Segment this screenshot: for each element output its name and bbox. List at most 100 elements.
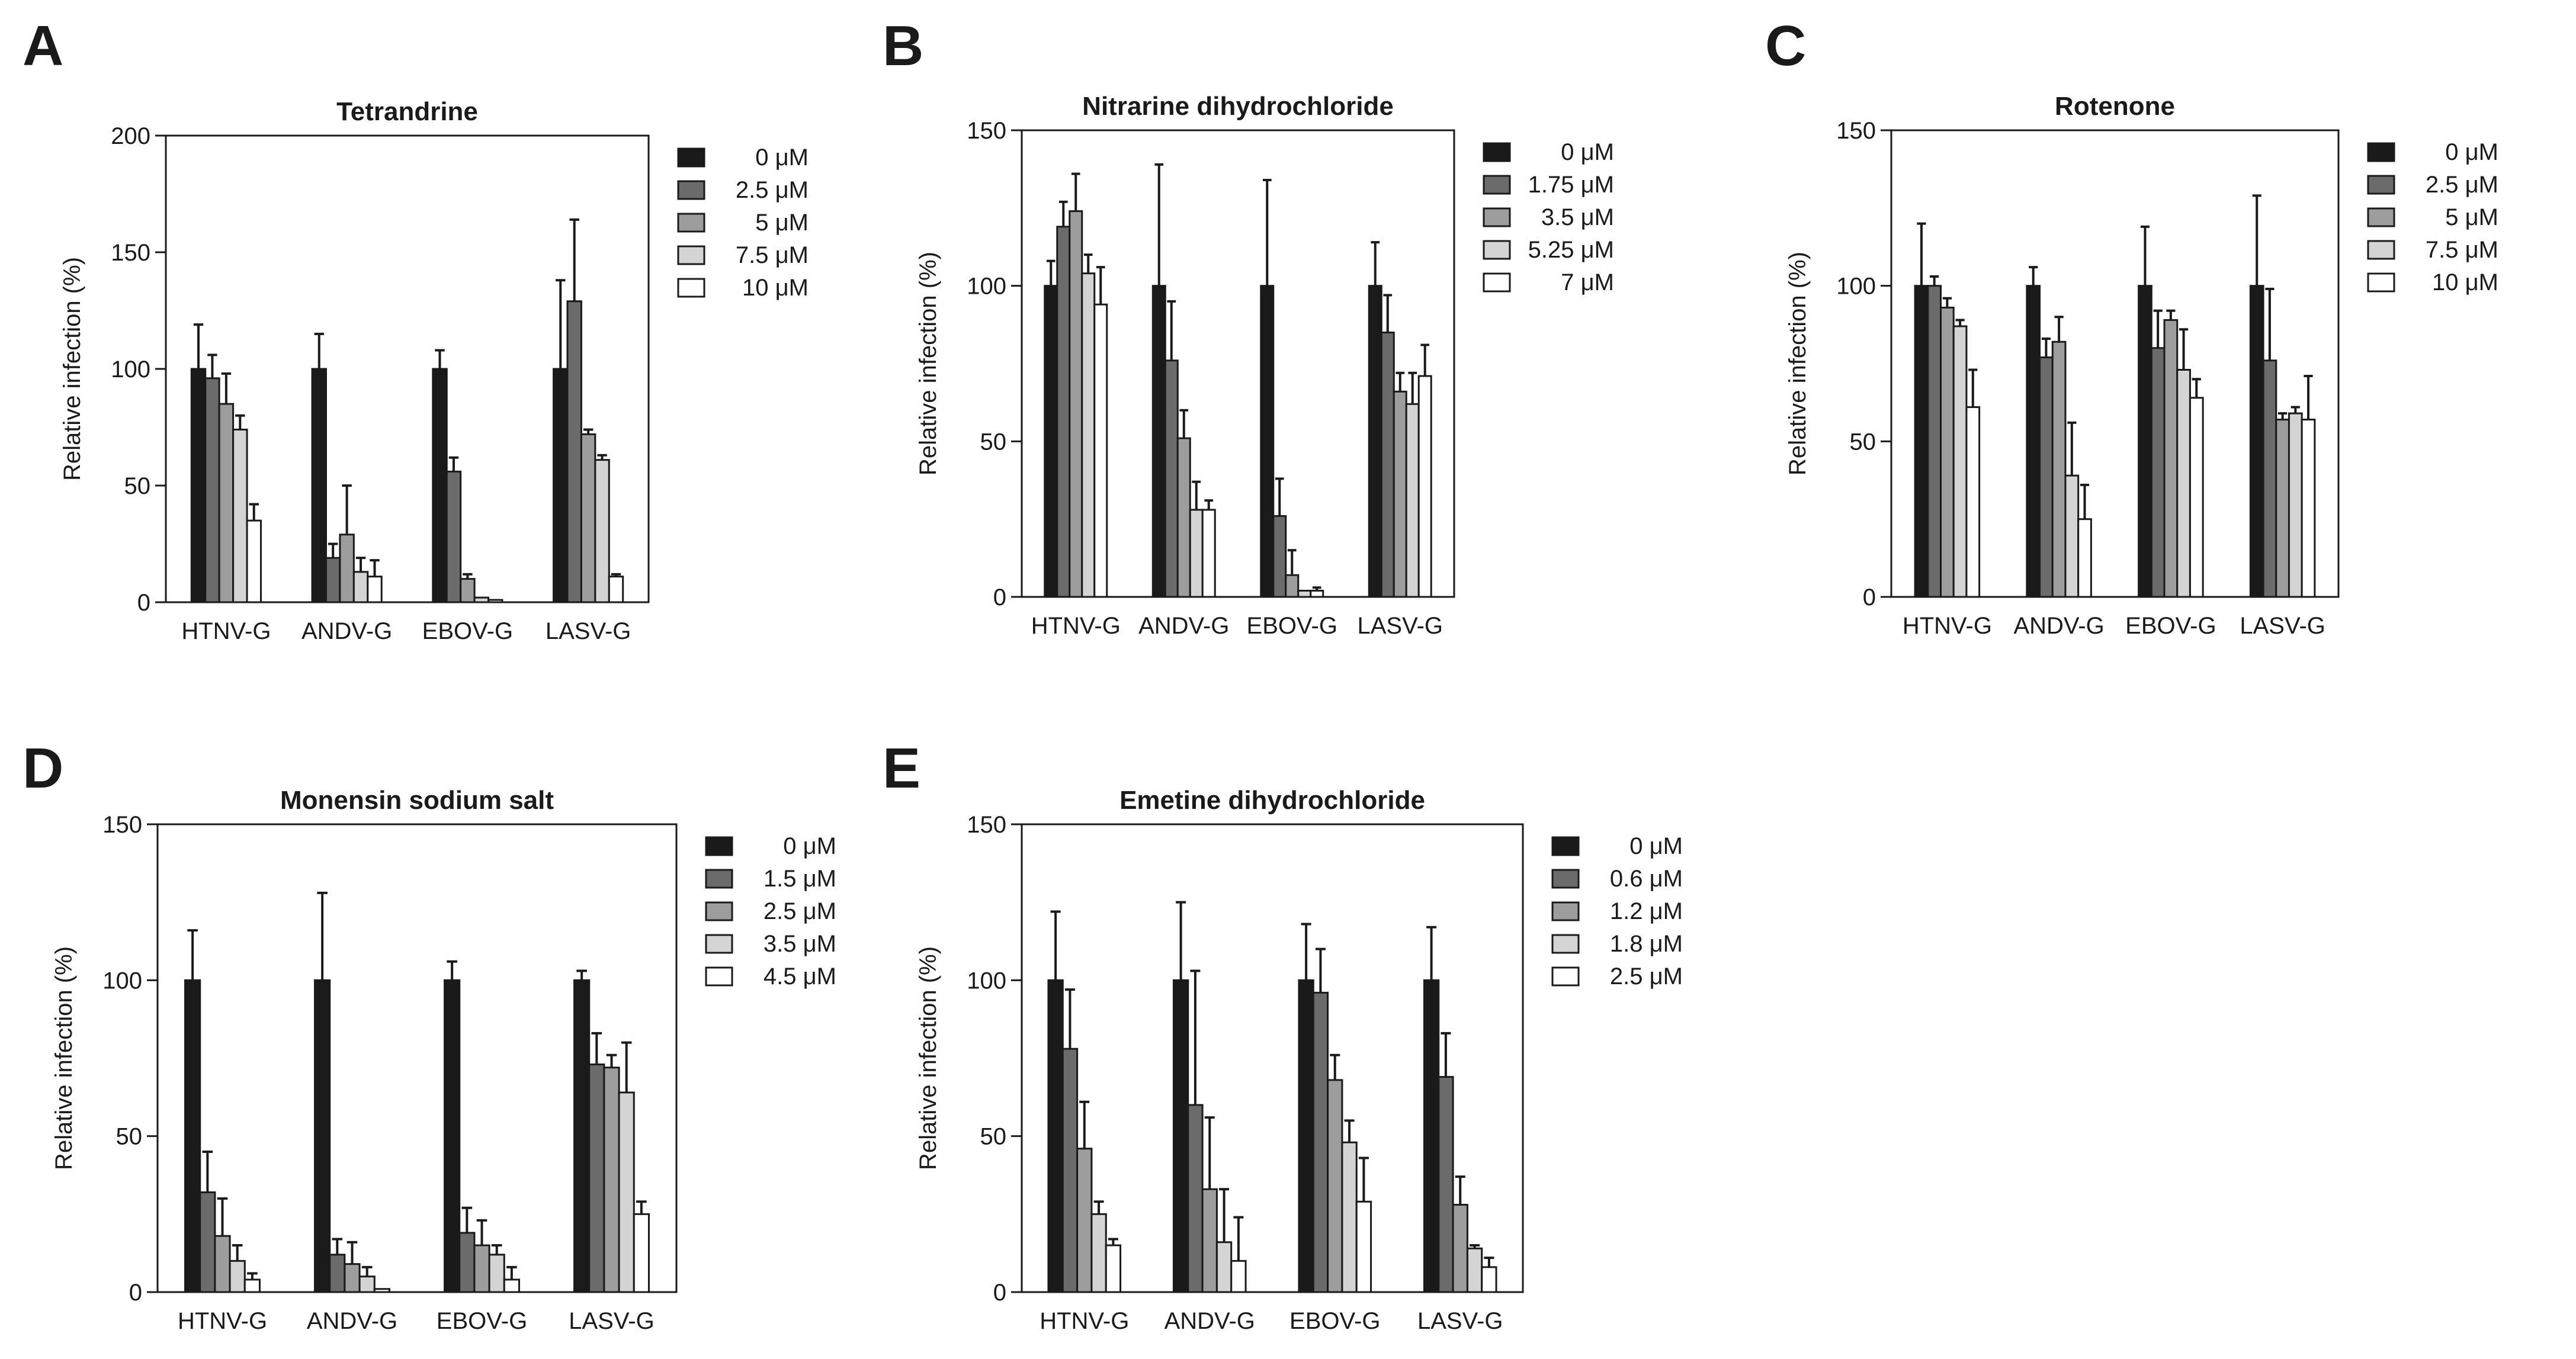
bar <box>1393 390 1407 598</box>
bar <box>460 578 476 603</box>
legend-swatch <box>1551 966 1580 987</box>
bar <box>1940 306 1955 598</box>
bar <box>1380 331 1395 598</box>
chart-panel-c: C Rotenone 0 50 100 150 Relative infection (%)… <box>1765 14 2498 639</box>
bar <box>1423 979 1440 1293</box>
bar <box>1927 285 1942 598</box>
x-tick-label: HTNV-G <box>181 618 271 644</box>
legend-swatch <box>2367 207 2395 227</box>
bar <box>1327 1079 1343 1293</box>
bar <box>2138 285 2152 598</box>
y-tick-label: 150 <box>102 812 142 838</box>
x-tick-label: ANDV-G <box>2013 613 2104 639</box>
legend-label: 4.5 μM <box>764 963 836 989</box>
y-tick-label: 0 <box>993 1280 1006 1306</box>
legend-swatch <box>705 966 733 987</box>
panel-letter: B <box>883 14 923 78</box>
x-tick-label: EBOV-G <box>422 618 513 644</box>
legend-swatch <box>1551 934 1580 954</box>
bar <box>2275 419 2290 598</box>
bar <box>1341 1141 1358 1293</box>
legend-swatch <box>1483 272 1511 293</box>
bar <box>358 1276 376 1293</box>
y-tick-label: 150 <box>967 118 1006 144</box>
bar <box>329 1254 346 1293</box>
panel-letter: A <box>23 14 63 78</box>
bar <box>2288 412 2303 598</box>
legend-swatch <box>1483 142 1511 162</box>
bar <box>1172 979 1189 1293</box>
y-tick-label: 50 <box>980 1124 1007 1150</box>
bar <box>1481 1266 1497 1293</box>
legend-label: 2.5 μM <box>2426 172 2498 198</box>
bar <box>1438 1076 1454 1293</box>
bar <box>2249 285 2264 598</box>
bar <box>1187 1104 1204 1293</box>
bar <box>1151 285 1166 598</box>
legend-label: 5 μM <box>2445 204 2498 230</box>
legend-label: 1.8 μM <box>1610 931 1683 957</box>
y-tick-label: 0 <box>137 590 150 616</box>
legend-label: 1.5 μM <box>764 866 836 892</box>
legend-label: 1.2 μM <box>1610 898 1683 924</box>
plot-frame <box>1890 129 2340 598</box>
legend-swatch <box>705 901 733 921</box>
bar <box>573 979 591 1293</box>
legend-label: 10 μM <box>742 275 809 301</box>
bar <box>325 557 341 603</box>
legend-label: 3.5 μM <box>764 931 836 957</box>
bar <box>1272 515 1287 598</box>
bar <box>314 979 331 1293</box>
x-tick-label: LASV-G <box>569 1308 655 1334</box>
y-axis-label: Relative infection (%) <box>59 257 85 481</box>
legend-label: 10 μM <box>2432 269 2498 295</box>
y-axis-label: Relative infection (%) <box>1785 252 1811 476</box>
y-tick-label: 100 <box>102 968 142 994</box>
plot-frame <box>1021 823 1524 1293</box>
bar <box>2064 474 2080 598</box>
bar <box>503 1278 520 1293</box>
legend-swatch <box>2367 240 2395 260</box>
bar <box>594 459 610 603</box>
bar <box>1230 1260 1247 1293</box>
bar <box>311 368 327 603</box>
y-tick-label: 50 <box>1850 429 1876 455</box>
bar <box>2262 359 2277 598</box>
legend-label: 0 μM <box>755 144 809 171</box>
bar <box>1090 1213 1107 1293</box>
bar <box>1081 272 1096 598</box>
legend-swatch <box>1551 901 1580 921</box>
bar <box>566 300 582 603</box>
y-axis-label: Relative infection (%) <box>51 946 77 1170</box>
bar <box>1189 509 1204 598</box>
y-tick-label: 200 <box>111 123 150 149</box>
y-tick-label: 0 <box>129 1280 142 1306</box>
legend-swatch <box>1551 836 1580 856</box>
bar <box>1405 403 1420 598</box>
chart-panel-b: B Nitrarine dihydrochloride 0 50 100 150 Relat… <box>883 14 1614 639</box>
bar <box>1044 285 1058 598</box>
x-tick-label: HTNV-G <box>178 1308 267 1334</box>
y-tick-label: 100 <box>967 274 1006 300</box>
x-tick-label: LASV-G <box>1417 1308 1503 1334</box>
bar <box>1355 1200 1372 1293</box>
bar <box>1105 1244 1122 1293</box>
bar <box>1952 325 1968 598</box>
chart-title: Rotenone <box>2055 92 2175 121</box>
y-axis-label: Relative infection (%) <box>915 252 941 476</box>
bar <box>1297 589 1312 598</box>
bar <box>214 1235 231 1293</box>
bar <box>1310 589 1324 598</box>
legend-label: 7.5 μM <box>736 242 809 268</box>
bar <box>487 599 503 603</box>
legend-label: 1.75 μM <box>1528 172 1614 198</box>
bar <box>2026 285 2041 598</box>
legend-swatch <box>705 836 733 856</box>
y-tick-label: 50 <box>980 429 1007 455</box>
bar <box>2163 319 2179 598</box>
legend-label: 0 μM <box>1629 833 1683 859</box>
legend-swatch <box>677 245 705 265</box>
legend-swatch <box>677 180 705 200</box>
bar <box>1466 1247 1483 1293</box>
bar <box>243 1278 261 1293</box>
